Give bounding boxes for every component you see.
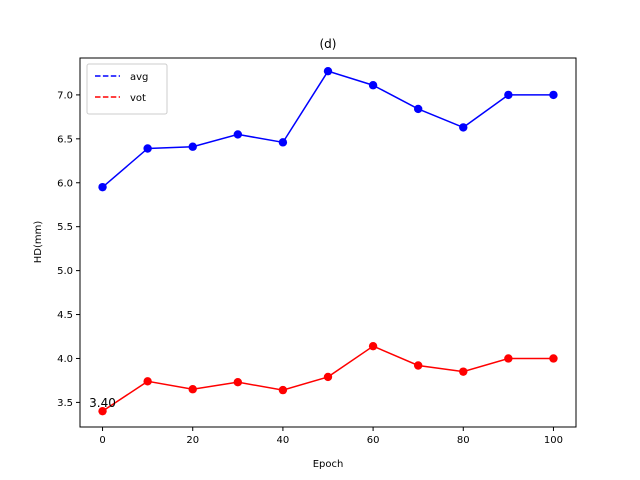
x-axis-label: Epoch <box>313 459 344 470</box>
chart-title: (d) <box>320 37 337 51</box>
y-tick-label: 4.5 <box>57 310 73 321</box>
data-point-avg <box>459 123 468 132</box>
data-point-avg <box>549 90 558 100</box>
x-tick-label: 100 <box>544 435 563 446</box>
data-point-vot <box>413 361 423 370</box>
data-point-avg <box>323 66 333 76</box>
data-point-avg <box>368 81 378 90</box>
annotation-layer: 3.40 <box>89 396 116 410</box>
plot-area <box>79 57 577 428</box>
legend: avg vot <box>86 63 168 115</box>
x-axis: 0 20 40 60 80 100 <box>99 427 563 446</box>
data-point-vot <box>368 341 378 351</box>
x-tick-label: 0 <box>99 435 105 446</box>
y-axis-label: HD(mm) <box>33 221 44 264</box>
y-tick-label: 7.0 <box>57 90 73 101</box>
y-axis: 3.5 4.0 4.5 5.0 5.5 6.0 6.5 7.0 <box>57 90 80 409</box>
data-point-avg <box>233 130 243 139</box>
series-layer <box>98 66 558 416</box>
series-line-avg <box>102 70 554 188</box>
data-point-vot <box>323 372 333 382</box>
series-vot <box>98 341 558 416</box>
x-tick-label: 40 <box>277 435 290 446</box>
data-annotation: 3.40 <box>89 396 116 410</box>
data-point-avg <box>504 90 513 100</box>
y-tick-label: 6.0 <box>57 178 73 189</box>
legend-box <box>86 63 168 115</box>
x-tick-label: 20 <box>186 435 199 446</box>
y-tick-label: 3.5 <box>57 398 73 409</box>
y-tick-label: 5.5 <box>57 222 73 233</box>
x-tick-label: 80 <box>457 435 470 446</box>
data-point-vot <box>188 385 197 394</box>
data-point-vot <box>278 385 288 395</box>
data-point-avg <box>143 144 152 153</box>
y-tick-label: 5.0 <box>57 266 73 277</box>
legend-label-vot: vot <box>130 93 146 104</box>
data-point-vot <box>549 354 558 363</box>
data-point-vot <box>459 367 468 376</box>
data-point-avg <box>188 142 197 151</box>
data-point-vot <box>504 354 513 363</box>
y-tick-label: 4.0 <box>57 354 73 365</box>
data-point-avg <box>413 104 423 114</box>
data-point-avg <box>98 182 107 192</box>
x-tick-label: 60 <box>367 435 380 446</box>
data-point-vot <box>143 377 152 386</box>
data-point-vot <box>98 406 107 416</box>
series-avg <box>98 66 558 192</box>
data-point-avg <box>278 138 288 147</box>
y-tick-label: 6.5 <box>57 134 73 145</box>
data-point-vot <box>233 377 243 387</box>
legend-label-avg: avg <box>130 72 148 83</box>
